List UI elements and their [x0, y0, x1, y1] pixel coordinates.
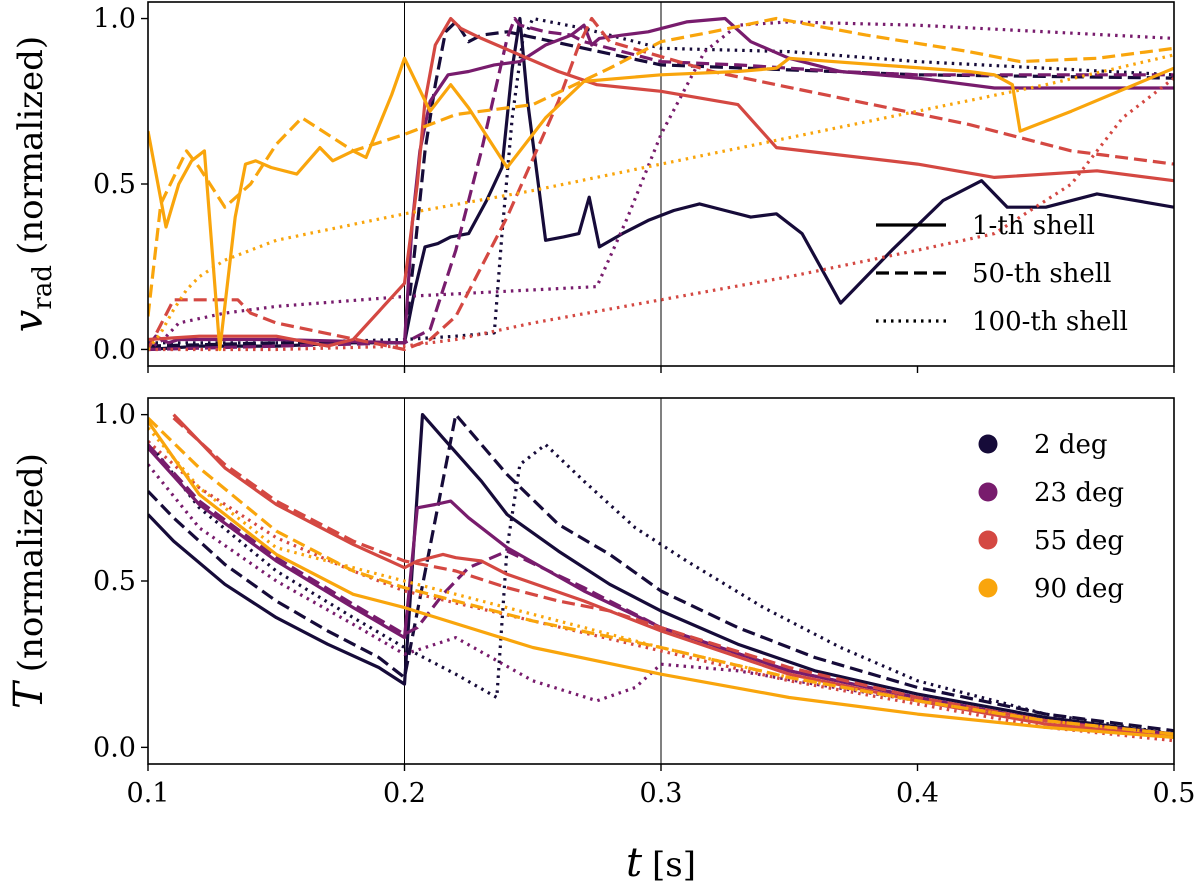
- legend-marker-55-deg: [978, 530, 998, 550]
- legend-marker-23-deg: [978, 482, 998, 502]
- x-label-main: t: [626, 840, 643, 886]
- x-tick-label: 0.5: [1153, 778, 1196, 809]
- top-y-tick-label: 0.5: [93, 169, 136, 200]
- bot-series-2-deg-50-th-shell: [148, 413, 1174, 733]
- bot-y-tick-label: 1.0: [93, 400, 136, 431]
- velocity-ylabel-main: v: [6, 309, 52, 332]
- bot-series-90-deg-100-th-shell: [148, 426, 1174, 736]
- temperature-y-axis-label: T (normalized): [6, 453, 52, 709]
- legend-label-2-deg: 2 deg: [1034, 430, 1107, 460]
- bot-series-2-deg-1-th-shell: [148, 413, 1174, 736]
- x-tick-label: 0.2: [383, 778, 426, 809]
- x-axis-label: t [s]: [626, 840, 696, 886]
- top-y-tick-label: 1.0: [93, 4, 136, 35]
- top-series-23-deg-100-th-shell: [148, 20, 1174, 351]
- velocity-ylabel-sub: rad: [28, 265, 58, 310]
- bot-series-90-deg-1-th-shell: [148, 420, 1174, 739]
- bot-y-tick-label: 0.0: [93, 732, 136, 763]
- angle-legend: 2 deg 23 deg 55 deg 90 deg: [978, 430, 1124, 604]
- legend-label-dashed: 50-th shell: [972, 259, 1111, 289]
- temperature-panel: 0.0 0.5 1.0 0.1 0.2 0.3 0.4 0.5 T (normalized) 2…: [6, 397, 1196, 809]
- top-series-2-deg-100-th-shell: [148, 16, 1174, 345]
- top-series-2-deg-1-th-shell: [148, 16, 1174, 352]
- shell-legend: 1-th shell 50-th shell 100-th shell: [876, 211, 1128, 337]
- top-series-90-deg-50-th-shell: [148, 16, 1174, 317]
- bot-series-55-deg-50-th-shell: [172, 416, 1174, 739]
- top-series-55-deg-50-th-shell: [148, 16, 1174, 352]
- velocity-y-axis-label: vrad (normalized): [6, 36, 58, 332]
- top-series-90-deg-100-th-shell: [148, 53, 1174, 351]
- x-tick-label: 0.4: [896, 778, 939, 809]
- top-series-23-deg-50-th-shell: [148, 16, 1174, 352]
- legend-label-solid: 1-th shell: [972, 211, 1095, 241]
- top-series-90-deg-1-th-shell: [148, 56, 1174, 352]
- bot-series-23-deg-100-th-shell: [148, 463, 1174, 739]
- legend-label-55-deg: 55 deg: [1034, 526, 1124, 556]
- x-label-rest: [s]: [652, 845, 696, 885]
- top-y-tick-label: 0.0: [93, 334, 136, 365]
- legend-label-90-deg: 90 deg: [1034, 574, 1124, 604]
- temperature-ylabel-rest: (normalized): [11, 453, 51, 672]
- temperature-ylabel-main: T: [6, 679, 52, 709]
- velocity-panel: 0.0 0.5 1.0 vrad (normalized) 1-th shell 50-…: [6, 1, 1175, 373]
- legend-marker-2-deg: [978, 434, 998, 454]
- x-tick-label: 0.3: [640, 778, 683, 809]
- velocity-ylabel-rest: (normalized): [11, 36, 51, 255]
- top-series-55-deg-1-th-shell: [148, 16, 1174, 348]
- x-tick-label: 0.1: [127, 778, 170, 809]
- bot-y-tick-label: 0.5: [93, 566, 136, 597]
- legend-label-23-deg: 23 deg: [1034, 478, 1124, 508]
- bot-series-23-deg-50-th-shell: [148, 443, 1174, 736]
- legend-marker-90-deg: [978, 578, 998, 598]
- bot-series-55-deg-1-th-shell: [172, 413, 1174, 739]
- legend-label-dotted: 100-th shell: [972, 307, 1128, 337]
